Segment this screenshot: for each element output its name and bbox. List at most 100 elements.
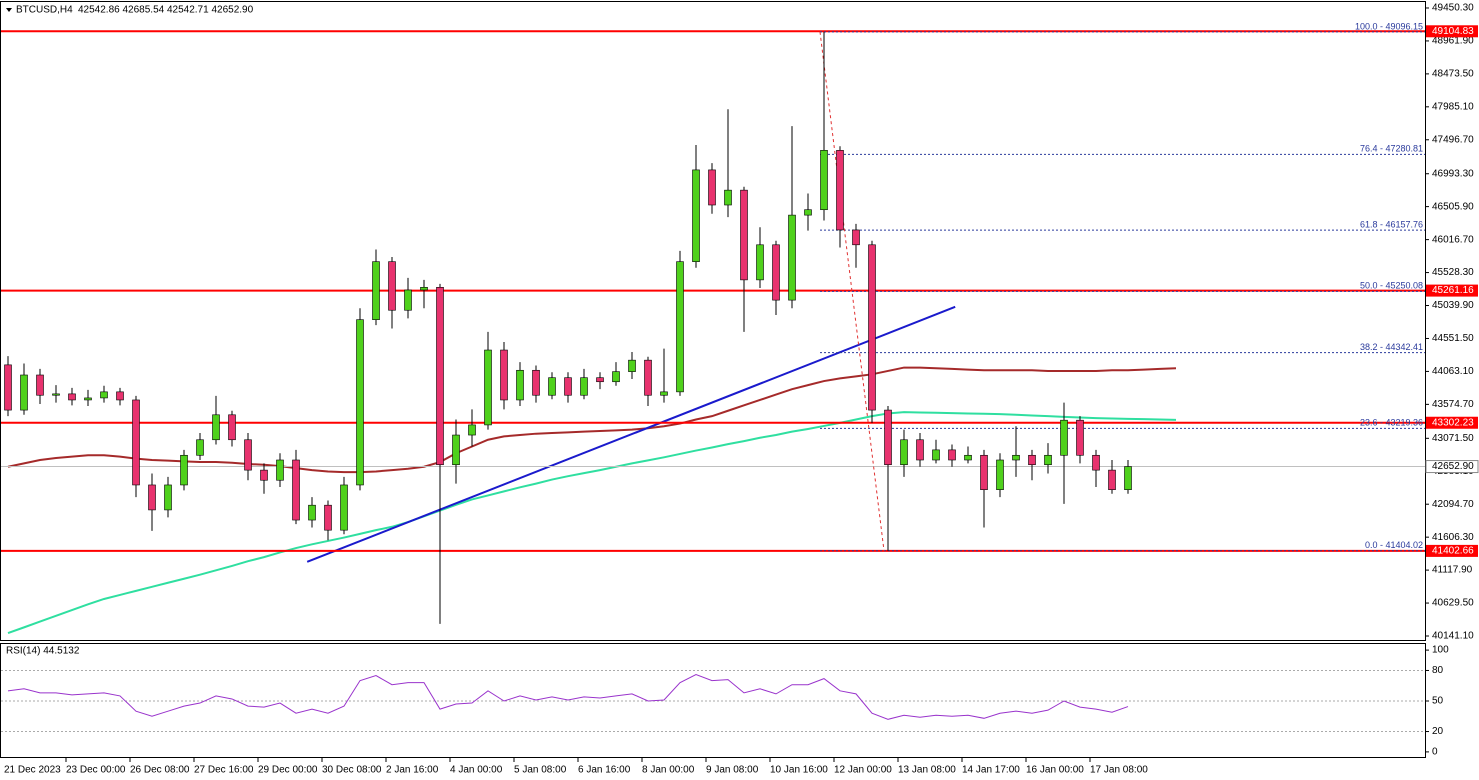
candle-body: [260, 469, 268, 481]
candle-body: [452, 434, 460, 466]
y-tick-label: 45039.90: [1432, 300, 1474, 311]
candle-body: [580, 377, 588, 396]
level-tag-label: 45261.16: [1432, 285, 1474, 296]
candle-body: [548, 377, 556, 396]
candle-body: [324, 504, 332, 531]
fib-label: 100.0 - 49096.15: [1355, 21, 1423, 31]
candle-body: [964, 454, 972, 461]
candle-body: [932, 449, 940, 461]
candle-body: [132, 399, 140, 486]
candle-body: [756, 244, 764, 281]
candle-body: [196, 439, 204, 456]
y-tick-label: 44063.10: [1432, 366, 1474, 377]
candle-body: [500, 349, 508, 401]
y-tick-label: 44551.50: [1432, 333, 1474, 344]
candle-body: [484, 349, 492, 426]
y-tick-label: 40629.50: [1432, 598, 1474, 609]
trendline: [306, 305, 956, 563]
level-tag: [1426, 284, 1478, 297]
candle-body: [1076, 419, 1084, 456]
candle-body: [628, 359, 636, 372]
candle-body: [676, 261, 684, 393]
level-tag: [1426, 416, 1478, 429]
x-tick-label: 8 Jan 00:00: [642, 765, 695, 776]
x-tick-label: 21 Dec 2023: [4, 765, 61, 776]
fib-label: 50.0 - 45250.08: [1360, 281, 1423, 291]
candle-body: [228, 414, 236, 441]
y-tick-label: 40141.10: [1432, 631, 1474, 642]
candle-body: [100, 391, 108, 399]
y-tick-label: 48961.90: [1432, 36, 1474, 47]
candle-body: [884, 409, 892, 466]
rsi-tick-label: 0: [1432, 747, 1438, 758]
candle-body: [1092, 454, 1100, 471]
y-tick-label: 46016.70: [1432, 234, 1474, 245]
level-tag-label: 41402.66: [1432, 546, 1474, 557]
candle-body: [564, 377, 572, 396]
x-tick-label: 30 Dec 08:00: [322, 765, 382, 776]
plot-layer: 49450.30 48961.90 48473.50 47985.10 47496.70…: [1, 3, 1479, 776]
moving-average: [7, 366, 1177, 474]
y-tick-label: 48473.50: [1432, 69, 1474, 80]
rsi-tick-label: 20: [1432, 726, 1444, 737]
rsi-line: [7, 673, 1129, 720]
level-tag-label: 43302.23: [1432, 417, 1474, 428]
y-tick-label: 45528.30: [1432, 267, 1474, 278]
candle-body: [212, 414, 220, 441]
candle-body: [596, 377, 604, 383]
candle-body: [148, 484, 156, 511]
candle-body: [20, 374, 28, 411]
candle-body: [1124, 466, 1132, 490]
x-tick-label: 29 Dec 00:00: [258, 765, 318, 776]
candle-body: [36, 374, 44, 396]
candle-body: [116, 391, 124, 401]
y-tick-label: 46993.30: [1432, 168, 1474, 179]
x-tick-label: 12 Jan 00:00: [834, 765, 892, 776]
candle-body: [692, 169, 700, 262]
candle-body: [660, 391, 668, 396]
candle-body: [84, 397, 92, 401]
rsi-tick-label: 100: [1432, 645, 1449, 656]
x-tick-label: 27 Dec 16:00: [194, 765, 254, 776]
level-tag: [1426, 544, 1478, 557]
candle-body: [68, 393, 76, 401]
candle-body: [788, 214, 796, 301]
x-tick-label: 14 Jan 17:00: [962, 765, 1020, 776]
y-tick-label: 43071.50: [1432, 433, 1474, 444]
y-tick-label: 41606.30: [1432, 532, 1474, 543]
x-tick-label: 13 Jan 08:00: [898, 765, 956, 776]
fib-label: 76.4 - 47280.81: [1360, 144, 1423, 154]
y-tick-label: 49450.30: [1432, 3, 1474, 14]
candle-body: [436, 286, 444, 466]
candle-body: [980, 454, 988, 490]
candle-body: [708, 169, 716, 206]
candle-body: [1044, 454, 1052, 466]
candle-body: [4, 364, 12, 411]
rsi-tick-label: 80: [1432, 665, 1444, 676]
chart-title: BTCUSD,H4: [16, 5, 73, 16]
moving-average: [7, 411, 1177, 635]
x-tick-label: 4 Jan 00:00: [450, 765, 503, 776]
candle-body: [996, 459, 1004, 490]
candle-body: [340, 484, 348, 531]
candle-body: [1060, 419, 1068, 456]
quote: 42542.86 42685.54 42542.71 42652.90: [78, 5, 254, 16]
rsi-tick-label: 50: [1432, 696, 1444, 707]
candle-body: [404, 289, 412, 311]
candle-body: [868, 244, 876, 411]
candle-body: [804, 209, 812, 216]
x-tick-label: 17 Jan 08:00: [1090, 765, 1148, 776]
x-tick-label: 10 Jan 16:00: [770, 765, 828, 776]
y-tick-label: 41117.90: [1432, 565, 1473, 576]
fib-label: 23.6 - 43219.36: [1360, 418, 1423, 428]
y-tick-label: 47496.70: [1432, 134, 1474, 145]
x-tick-label: 23 Dec 00:00: [66, 765, 126, 776]
y-tick-label: 47985.10: [1432, 101, 1474, 112]
candle-body: [164, 484, 172, 511]
candle-body: [356, 319, 364, 486]
x-tick-label: 9 Jan 08:00: [706, 765, 759, 776]
candle-body: [420, 286, 428, 291]
candle-body: [724, 189, 732, 206]
candle-body: [852, 229, 860, 246]
candle-body: [532, 369, 540, 396]
